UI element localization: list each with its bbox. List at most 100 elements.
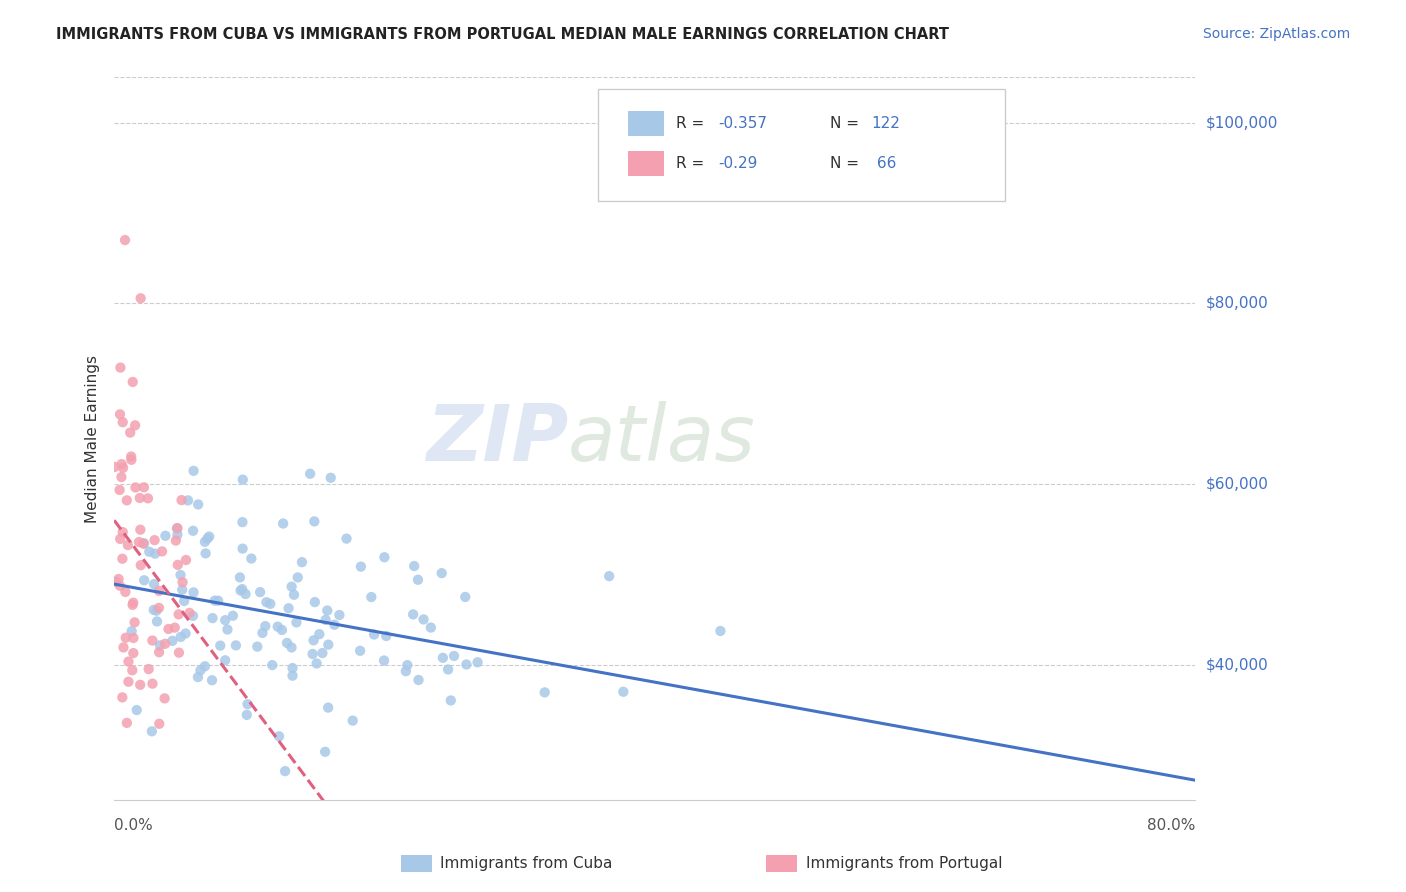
Point (129, 678, 152, 692)
Point (145, 604, 167, 618)
Point (287, 570, 309, 584)
Text: atlas: atlas (568, 401, 756, 477)
Point (281, 661, 304, 675)
Point (318, 638, 340, 652)
Point (280, 640, 302, 655)
Point (335, 532, 357, 546)
Point (612, 685, 634, 699)
Point (440, 693, 463, 707)
Point (207, 593, 229, 607)
Point (252, 626, 274, 640)
Text: -0.357: -0.357 (718, 116, 768, 130)
Point (229, 583, 252, 598)
Point (775, 844, 797, 858)
Point (114, 233, 136, 247)
Point (120, 425, 142, 440)
Point (246, 640, 269, 654)
Point (232, 473, 254, 487)
Point (319, 471, 342, 485)
Point (187, 670, 209, 684)
Point (170, 630, 193, 644)
Point (166, 521, 188, 535)
Point (304, 595, 326, 609)
Point (114, 585, 136, 599)
Point (209, 639, 232, 653)
Point (232, 541, 254, 556)
Text: 0.0%: 0.0% (114, 818, 153, 833)
Point (108, 532, 131, 546)
Point (129, 523, 152, 537)
Point (167, 646, 190, 660)
Point (201, 611, 224, 625)
Text: R =: R = (676, 116, 710, 130)
Point (396, 658, 419, 673)
Point (183, 464, 205, 478)
Point (271, 623, 294, 637)
Point (172, 582, 194, 597)
Point (236, 707, 259, 722)
Point (129, 291, 152, 305)
Point (179, 606, 201, 620)
Point (117, 674, 139, 689)
Point (143, 547, 166, 561)
Text: 80.0%: 80.0% (1147, 818, 1195, 833)
Point (404, 559, 426, 574)
Point (598, 569, 620, 583)
Point (111, 415, 134, 429)
Point (104, 574, 127, 589)
Text: $100,000: $100,000 (1206, 115, 1278, 130)
Point (148, 716, 170, 731)
Point (115, 493, 138, 508)
Point (148, 600, 170, 615)
Point (177, 493, 200, 508)
Point (363, 627, 385, 641)
Point (174, 553, 197, 567)
Text: $80,000: $80,000 (1206, 296, 1268, 310)
Point (153, 691, 176, 706)
Point (235, 587, 257, 601)
Point (134, 574, 156, 588)
Point (155, 529, 177, 543)
Point (121, 624, 143, 639)
Text: $60,000: $60,000 (1206, 476, 1270, 491)
Point (157, 622, 180, 636)
Point (198, 530, 221, 544)
Point (110, 470, 132, 484)
Point (231, 582, 253, 596)
Point (217, 623, 239, 637)
Point (125, 703, 148, 717)
Point (121, 598, 143, 612)
Point (121, 375, 143, 389)
Point (120, 452, 142, 467)
Point (308, 627, 330, 641)
Point (124, 480, 146, 494)
Text: Immigrants from Cuba: Immigrants from Cuba (440, 856, 613, 871)
Point (107, 572, 129, 586)
Point (277, 601, 299, 615)
Point (315, 613, 337, 627)
Text: R =: R = (676, 156, 710, 170)
Text: N =: N = (830, 156, 863, 170)
Point (136, 491, 159, 506)
Point (281, 669, 304, 683)
Point (194, 659, 217, 673)
Point (419, 621, 441, 635)
Point (373, 550, 395, 565)
Text: Immigrants from Portugal: Immigrants from Portugal (806, 856, 1002, 871)
Point (271, 516, 294, 531)
Point (437, 663, 460, 677)
Point (467, 655, 489, 669)
Point (229, 570, 252, 584)
Point (112, 460, 135, 475)
Point (349, 644, 371, 658)
Point (162, 633, 184, 648)
Point (132, 536, 155, 550)
Point (360, 590, 382, 604)
Point (190, 663, 212, 677)
Text: -0.29: -0.29 (718, 156, 758, 170)
Point (122, 631, 145, 645)
Point (117, 538, 139, 552)
Point (236, 697, 259, 711)
Point (173, 594, 195, 608)
Y-axis label: Median Male Earnings: Median Male Earnings (86, 355, 100, 523)
